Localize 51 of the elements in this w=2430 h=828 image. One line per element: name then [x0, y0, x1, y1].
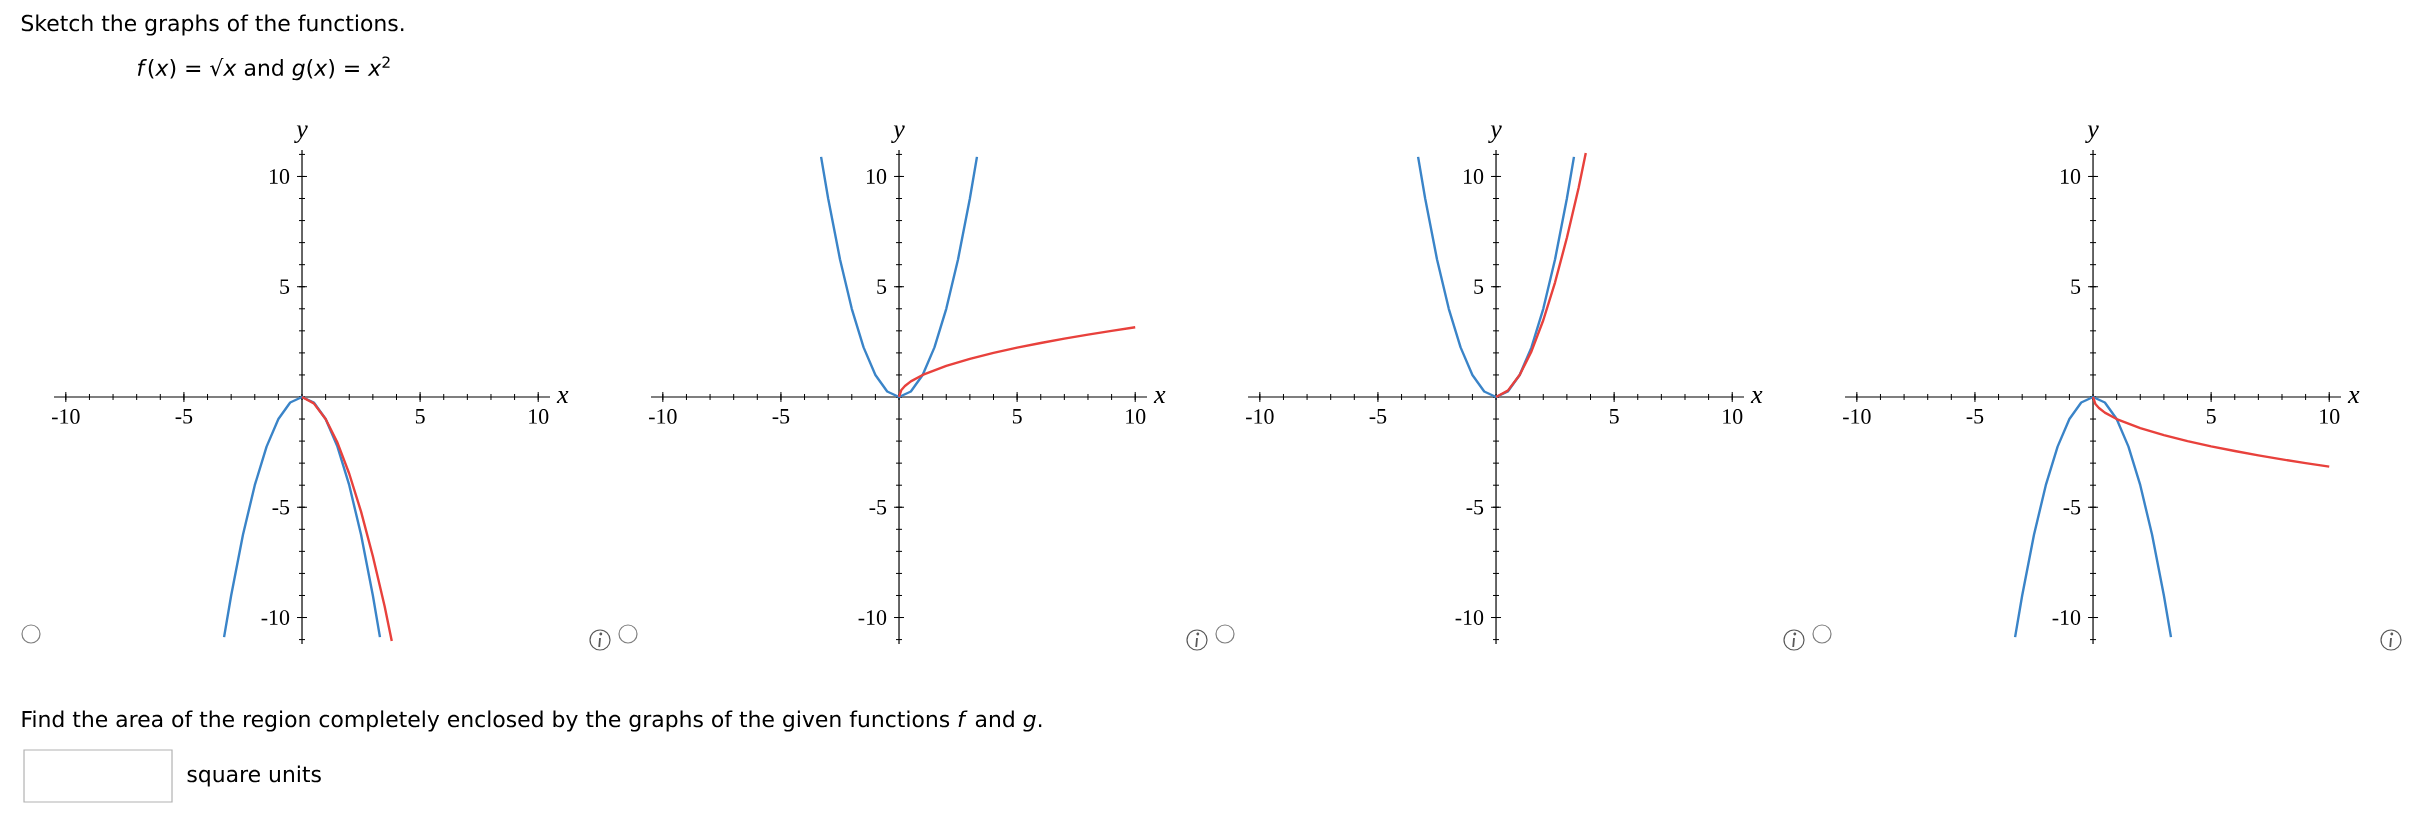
- line-series: [2013, 395, 2173, 639]
- text: f(x) = √x and g(x) = x$^{2}$: [137, 56, 390, 81]
- x-tick-label: -10: [1246, 409, 1274, 424]
- y-tick-label: -10: [261, 610, 290, 625]
- x-tick-label: 5: [1609, 409, 1619, 424]
- y-tick-label: -5: [869, 499, 887, 515]
- chart-title: Sketch the graphs of the functions.: [21, 14, 404, 36]
- y-tick-label: -10: [858, 610, 887, 625]
- x-tick-label: 5: [415, 409, 425, 424]
- line-series: [1416, 155, 1576, 399]
- x-axis-title: x: [556, 391, 569, 403]
- x-axis-title: x: [1750, 391, 1763, 403]
- y-tick-label: 5: [1474, 279, 1484, 295]
- y-axis-title: y: [1488, 125, 1502, 143]
- x-tick-label: 5: [2206, 409, 2216, 424]
- y-axis-title: y: [294, 125, 308, 143]
- y-axis-title: y: [891, 125, 905, 143]
- y-tick-label: 5: [280, 279, 290, 295]
- y-tick-label: -10: [1455, 610, 1484, 625]
- x-tick-label: 10: [1723, 409, 1743, 424]
- x-tick-label: -10: [649, 409, 677, 424]
- y-tick-label: 5: [2071, 279, 2081, 295]
- y-tick-label: 10: [867, 169, 887, 184]
- x-axis-title: x: [1153, 391, 1166, 403]
- text: square units: [187, 765, 321, 787]
- line-series: [819, 155, 979, 399]
- x-tick-label: 10: [1126, 409, 1146, 424]
- y-tick-label: -5: [272, 499, 290, 515]
- x-tick-label: 10: [529, 409, 549, 424]
- x-tick-label: -5: [772, 409, 790, 424]
- line-series: [300, 395, 393, 643]
- y-tick-label: 10: [269, 169, 290, 184]
- line-series: [222, 395, 382, 639]
- line-series: [897, 326, 1137, 399]
- x-tick-label: 5: [1012, 409, 1022, 424]
- y-tick-label: -5: [2063, 499, 2081, 515]
- y-tick-label: -10: [2052, 610, 2081, 625]
- x-tick-label: -5: [175, 409, 193, 424]
- line-series: [1494, 151, 1587, 399]
- y-tick-label: 5: [877, 279, 887, 295]
- x-axis-title: x: [2347, 391, 2360, 403]
- x-tick-label: 10: [2320, 409, 2340, 424]
- y-axis-title: y: [2085, 125, 2099, 143]
- y-tick-label: 10: [2061, 169, 2081, 184]
- y-tick-label: 10: [1464, 169, 1484, 184]
- text: Find the area of the region completely enclosed by the graphs of the given functions f and g.: [22, 710, 1042, 732]
- x-tick-label: -5: [1966, 409, 1984, 424]
- y-tick-label: -5: [1466, 499, 1484, 515]
- x-tick-label: -5: [1369, 409, 1387, 424]
- x-tick-label: -10: [52, 409, 80, 424]
- x-tick-label: -10: [1843, 409, 1871, 424]
